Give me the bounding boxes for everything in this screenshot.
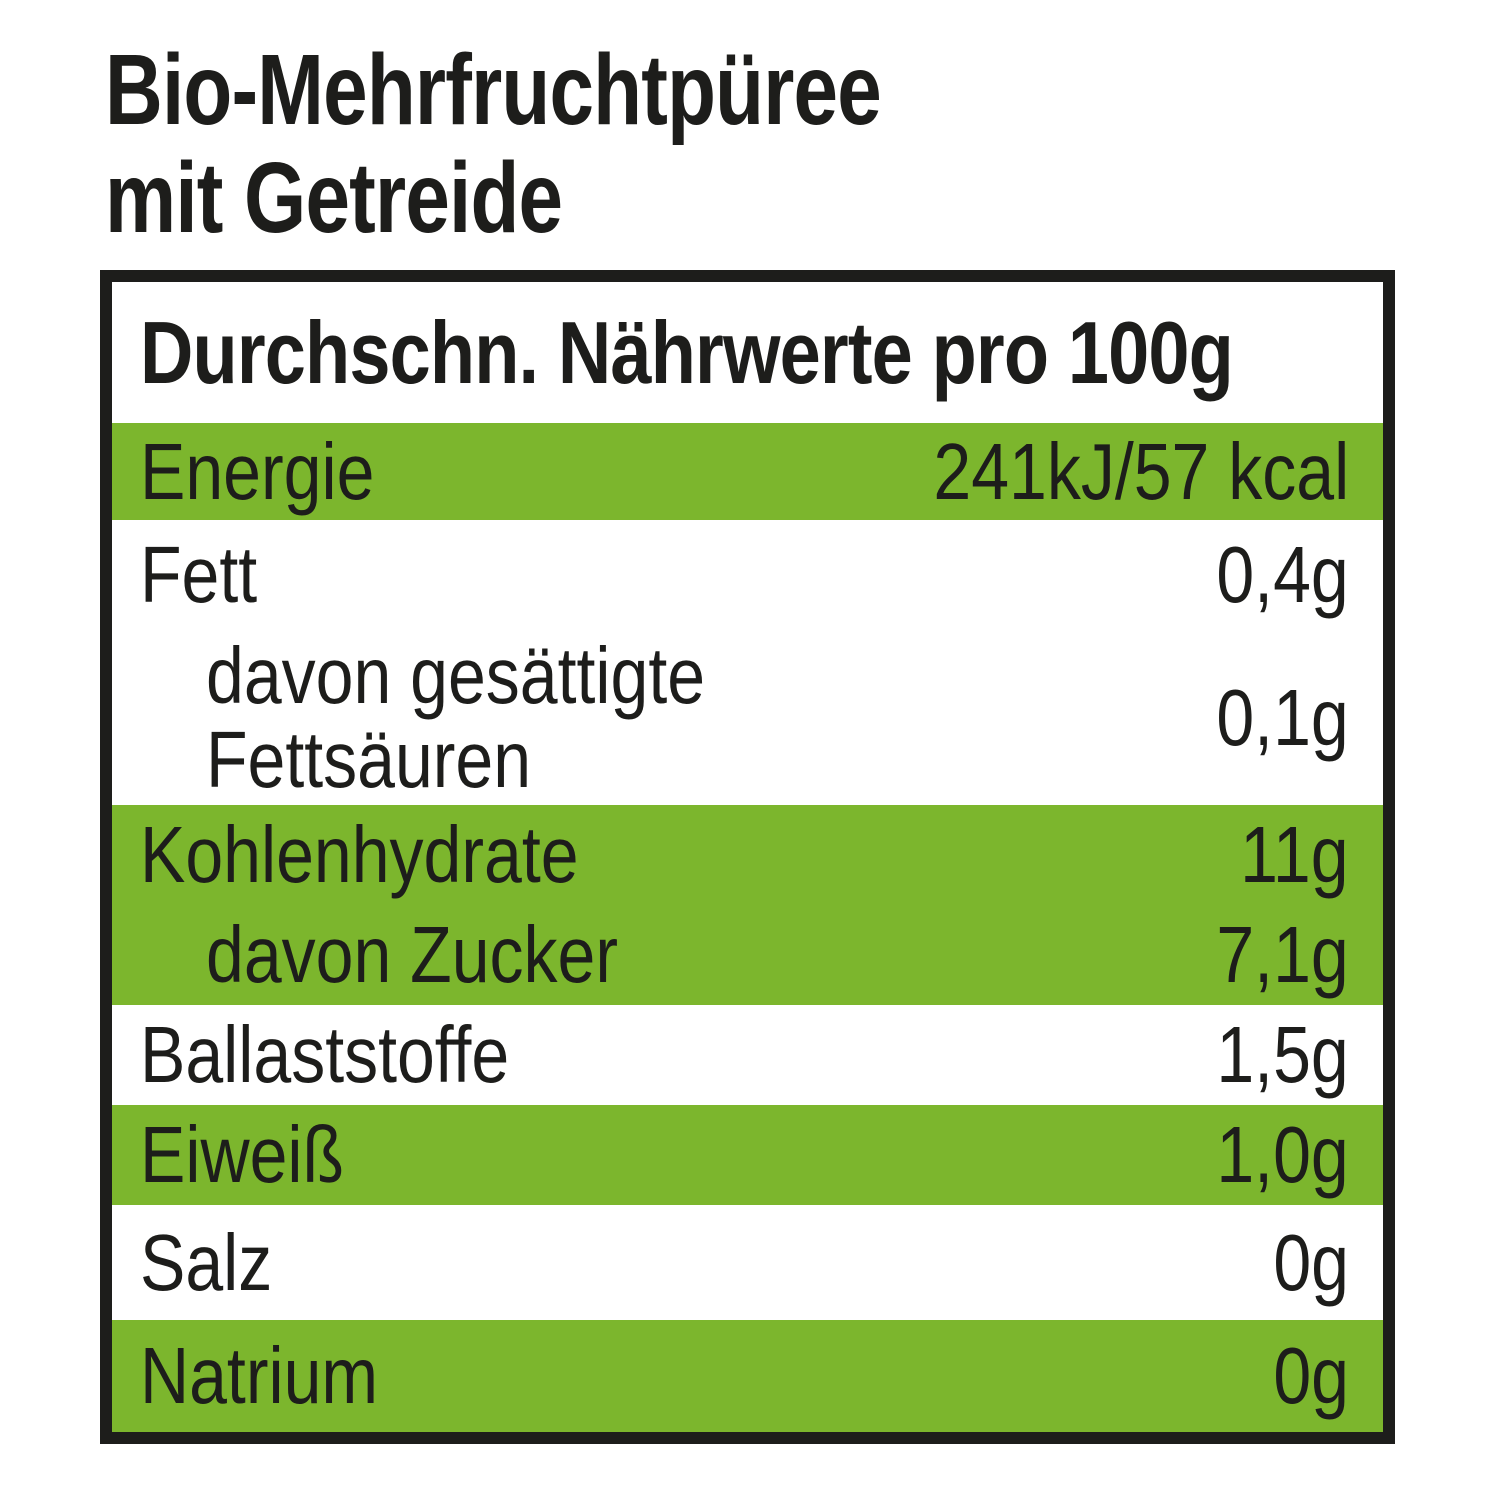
row-ballaststoffe: Ballaststoffe 1,5g	[112, 1005, 1383, 1105]
nutrient-name-eiweiss: Eiweiß	[140, 1110, 345, 1200]
nutrient-value-eiweiss: 1,0g	[1216, 1110, 1349, 1199]
row-energie: Energie 241kJ/57 kcal	[112, 423, 1383, 520]
row-gesaettigte-fettsaeuren: davon gesättigte Fettsäuren 0,1g	[112, 630, 1383, 805]
nutrient-value-gesaettigte-fettsaeuren: 0,1g	[1216, 672, 1349, 762]
nutrient-name-davon-zucker: davon Zucker	[206, 910, 618, 1000]
nutrient-value-ballaststoffe: 1,5g	[1216, 1010, 1349, 1099]
nutrient-value-fett: 0,4g	[1216, 530, 1349, 619]
nutrition-table: Durchschn. Nährwerte pro 100g Energie 24…	[100, 270, 1395, 1444]
row-kohlenhydrate: Kohlenhydrate 11g	[112, 805, 1383, 905]
nutrient-name-kohlenhydrate: Kohlenhydrate	[140, 810, 579, 900]
nutrient-value-natrium: 0g	[1273, 1331, 1349, 1420]
nutrient-value-salz: 0g	[1273, 1217, 1349, 1307]
nutrient-name-fett: Fett	[140, 530, 258, 620]
row-eiweiss: Eiweiß 1,0g	[112, 1105, 1383, 1205]
table-header-title: Durchschn. Nährwerte pro 100g	[140, 302, 1234, 402]
product-title-line2: mit Getreide	[105, 142, 563, 254]
row-davon-zucker: davon Zucker 7,1g	[112, 905, 1383, 1005]
product-title-line1: Bio-Mehrfruchtpüree	[105, 34, 882, 146]
nutrient-value-kohlenhydrate: 11g	[1240, 810, 1349, 899]
row-fett: Fett 0,4g	[112, 520, 1383, 630]
nutrient-name-ballaststoffe: Ballaststoffe	[140, 1010, 510, 1100]
row-salz: Salz 0g	[112, 1205, 1383, 1320]
nutrient-name-gesaettigte-fettsaeuren: davon gesättigte Fettsäuren	[206, 631, 706, 804]
nutrient-value-energie: 241kJ/57 kcal	[933, 426, 1349, 516]
row-natrium: Natrium 0g	[112, 1320, 1383, 1432]
table-header-row: Durchschn. Nährwerte pro 100g	[112, 282, 1383, 423]
product-title: Bio-Mehrfruchtpüree mit Getreide	[105, 36, 1075, 252]
nutrient-value-davon-zucker: 7,1g	[1216, 910, 1349, 999]
nutrient-name-energie: Energie	[140, 426, 375, 516]
nutrient-name-natrium: Natrium	[140, 1331, 379, 1421]
nutrient-name-salz: Salz	[140, 1217, 273, 1307]
